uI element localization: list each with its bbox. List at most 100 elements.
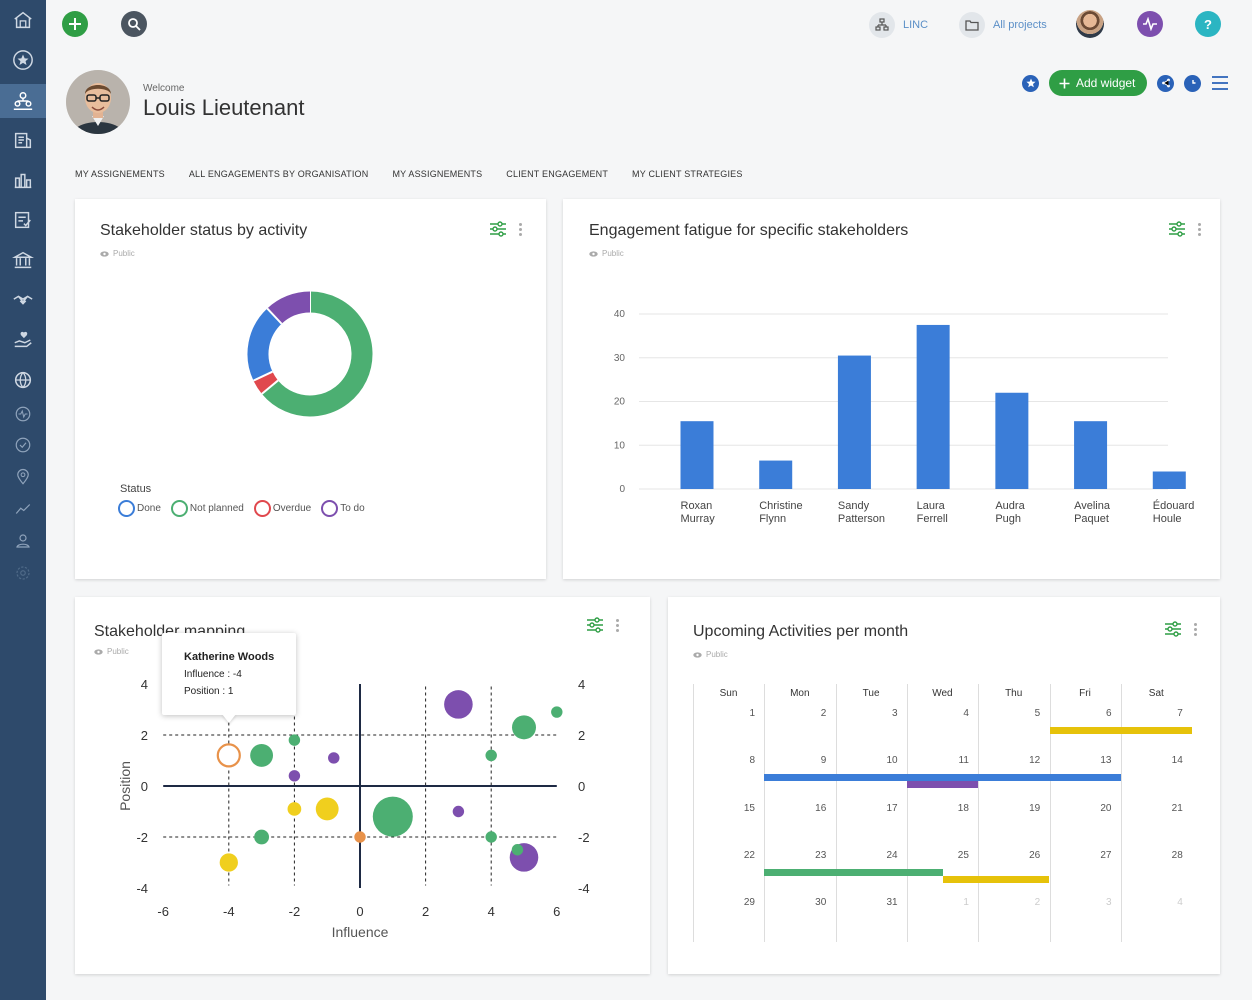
calendar-day-cell[interactable]: 19 — [1029, 802, 1041, 814]
calendar-day-cell[interactable]: 3 — [1105, 897, 1112, 909]
calendar-day-cell[interactable]: 28 — [1171, 849, 1183, 861]
calendar-day-cell[interactable]: 15 — [743, 802, 755, 814]
legend-item-overdue[interactable]: Overdue — [253, 500, 312, 517]
search-button[interactable] — [121, 11, 147, 37]
calendar-day-cell[interactable]: 3 — [892, 708, 898, 719]
calendar-column — [906, 684, 978, 942]
calendar-day-cell[interactable]: 29 — [743, 897, 755, 909]
sidebar-settings[interactable] — [0, 557, 46, 589]
calendar-day-cell[interactable]: 13 — [1100, 755, 1112, 767]
more-options-button[interactable] — [616, 618, 619, 632]
filter-sliders-icon[interactable] — [1168, 221, 1186, 237]
create-button[interactable] — [62, 11, 88, 37]
sidebar-completed[interactable] — [0, 429, 46, 461]
calendar-day-cell[interactable]: 8 — [749, 755, 755, 767]
calendar-day-cell[interactable]: 17 — [886, 802, 898, 814]
calendar-day-cell[interactable]: 27 — [1100, 849, 1112, 861]
sidebar-reports[interactable] — [0, 124, 46, 156]
calendar-day-cell[interactable]: 31 — [886, 897, 898, 909]
calendar-event-bar[interactable] — [764, 774, 1121, 782]
add-widget-button[interactable]: Add widget — [1049, 70, 1148, 96]
x-tick-label: -6 — [157, 904, 169, 919]
calendar-event-bar[interactable] — [942, 875, 1050, 883]
sidebar-profile[interactable] — [0, 525, 46, 557]
menu-button[interactable] — [1211, 75, 1229, 91]
folder-icon — [959, 12, 985, 38]
calendar-day-cell[interactable]: 2 — [1034, 897, 1041, 909]
calendar-day-cell[interactable]: 25 — [957, 849, 969, 861]
tab-all-engagements[interactable]: ALL ENGAGEMENTS BY ORGANISATION — [188, 169, 369, 179]
legend-item-done[interactable]: Done — [118, 500, 161, 517]
sidebar-activity[interactable] — [0, 398, 46, 430]
share-button[interactable] — [1157, 74, 1175, 92]
sidebar-favorites[interactable] — [0, 44, 46, 76]
calendar-day-cell[interactable]: 4 — [1177, 897, 1183, 909]
calendar-day-cell[interactable]: 9 — [820, 755, 827, 767]
sidebar-stakeholders[interactable] — [0, 84, 46, 118]
legend-item-not-planned[interactable]: Not planned — [170, 500, 244, 517]
user-avatar-menu[interactable] — [1076, 10, 1104, 38]
calendar-day-cell[interactable]: 16 — [815, 802, 827, 814]
calendar-day-cell[interactable]: 4 — [963, 708, 969, 719]
filter-sliders-icon[interactable] — [586, 617, 604, 633]
bar-roxan-murray — [680, 421, 714, 489]
scatter-point — [250, 743, 274, 767]
calendar-day-cell[interactable]: 2 — [820, 708, 827, 719]
calendar-event-bar[interactable] — [906, 781, 979, 789]
more-options-button[interactable] — [1194, 622, 1197, 636]
tab-client-engagement[interactable]: CLIENT ENGAGEMENT — [506, 169, 609, 179]
calendar-day-cell[interactable]: 14 — [1171, 755, 1183, 767]
help-button[interactable]: ? — [1195, 11, 1221, 37]
sidebar-global[interactable] — [0, 364, 46, 396]
scatter-point — [512, 715, 536, 740]
sidebar-tasks[interactable] — [0, 204, 46, 236]
y-tick-label-left: 4 — [141, 677, 148, 692]
all-projects-link[interactable]: All projects — [959, 12, 1047, 38]
tab-my-client-strategies[interactable]: MY CLIENT STRATEGIES — [632, 169, 743, 179]
calendar-day-cell[interactable]: 23 — [815, 849, 827, 861]
activity-button[interactable] — [1137, 11, 1163, 37]
linc-label: LINC — [903, 19, 929, 31]
calendar-day-cell[interactable]: 10 — [886, 755, 898, 767]
sidebar-home[interactable] — [0, 4, 46, 36]
history-button[interactable] — [1184, 74, 1202, 92]
calendar-day-cell[interactable]: 30 — [815, 897, 827, 909]
favorite-button[interactable] — [1022, 74, 1039, 92]
calendar-day-cell[interactable]: 18 — [957, 802, 969, 814]
legend-label: Overdue — [272, 503, 312, 514]
widget-tools — [1164, 621, 1197, 637]
sidebar-locations[interactable] — [0, 461, 46, 493]
calendar-event-bar[interactable] — [764, 868, 943, 876]
visibility-badge: Public — [94, 647, 129, 656]
filter-sliders-icon[interactable] — [1164, 621, 1182, 637]
calendar-day-cell[interactable]: 12 — [1029, 755, 1041, 767]
calendar-day-cell[interactable]: 7 — [1177, 708, 1183, 719]
x-tick-label: 2 — [422, 904, 429, 919]
more-options-button[interactable] — [1198, 222, 1201, 236]
sidebar-care[interactable] — [0, 324, 46, 356]
calendar-day-cell[interactable]: 1 — [963, 897, 969, 909]
tab-my-assignements[interactable]: MY ASSIGNEMENTS — [75, 169, 165, 179]
calendar-day-cell[interactable]: 22 — [743, 849, 755, 861]
legend-item-to-do[interactable]: To do — [321, 500, 365, 517]
sidebar-trends[interactable] — [0, 493, 46, 525]
sidebar-analytics[interactable] — [0, 164, 46, 196]
sidebar-organisations[interactable] — [0, 244, 46, 276]
calendar-day-cell[interactable]: 11 — [958, 755, 969, 767]
x-tick-label-line: Houle — [1153, 513, 1182, 525]
calendar-day-cell[interactable]: 20 — [1100, 802, 1112, 814]
filter-sliders-icon[interactable] — [489, 221, 507, 237]
calendar-day-cell[interactable]: 5 — [1034, 708, 1041, 719]
linc-link[interactable]: LINC — [869, 12, 928, 38]
calendar-day-cell[interactable]: 21 — [1171, 802, 1183, 814]
sidebar-engagements[interactable] — [0, 284, 46, 316]
calendar-event-bar[interactable] — [1049, 727, 1193, 734]
calendar-day-cell[interactable]: 1 — [749, 708, 755, 719]
calendar-day-cell[interactable]: 26 — [1029, 849, 1041, 861]
calendar-day-cell[interactable]: 6 — [1105, 708, 1112, 719]
tab-my-assignements-2[interactable]: MY ASSIGNEMENTS — [392, 169, 483, 179]
more-options-button[interactable] — [519, 222, 522, 236]
calendar-day-cell[interactable]: 24 — [886, 849, 898, 861]
visibility-label: Public — [706, 650, 728, 659]
pulse-circle-icon — [15, 406, 31, 422]
